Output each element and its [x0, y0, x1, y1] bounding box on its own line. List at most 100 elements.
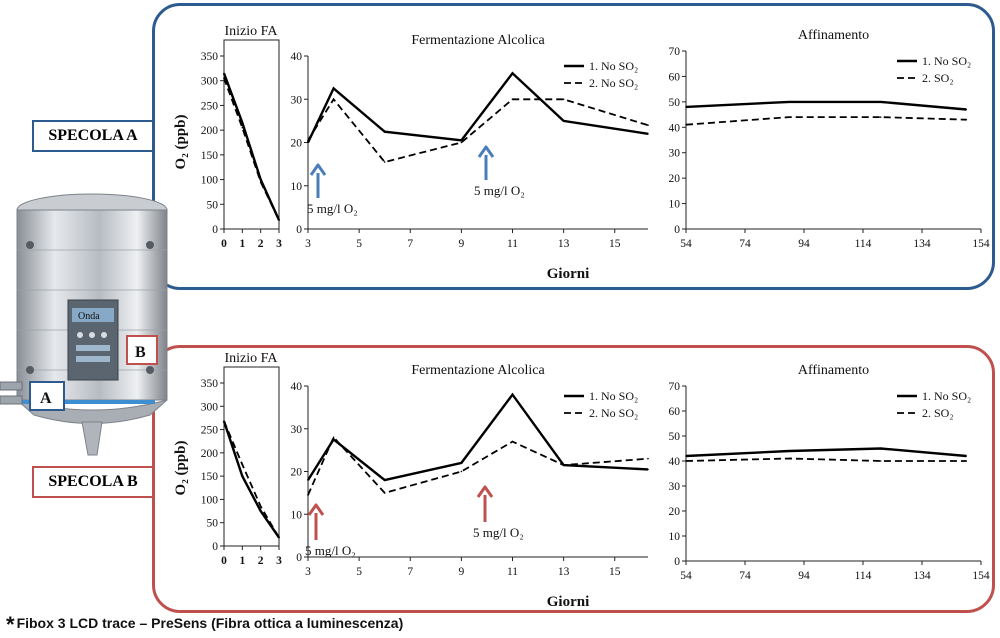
pb-c2-series-2-point-5: [562, 464, 565, 466]
pa-c3-title: Affinamento: [798, 28, 869, 43]
pa-c3-legend-label-2: 2. SO₂: [922, 71, 954, 85]
pb-c2-ytick-0: 0: [296, 552, 302, 564]
pb-c3-series-1-point-3: [965, 455, 968, 457]
pa-c3-xtick-3: 114: [855, 238, 872, 250]
pb-c1-ytick-5: 250: [201, 425, 219, 437]
pb-c3-series-1-line: [685, 447, 967, 458]
pa-c2-ytick-0: 0: [296, 224, 302, 236]
pb-c1-xtick-3: 3: [276, 555, 282, 567]
pb-c1-ytick-1: 50: [207, 518, 219, 530]
pb-c1-ytick-4: 200: [201, 448, 219, 460]
footer-text: Fibox 3 LCD trace – PreSens (Fibra ottic…: [16, 615, 404, 631]
pb-c1-ytick-6: 300: [201, 401, 219, 413]
tank-label-a: A: [40, 390, 52, 407]
pb-c3-xtick-0: 54: [680, 570, 692, 582]
pb-c1-series-2-point-0: [223, 420, 225, 422]
pb-c1-xtick-1: 1: [239, 555, 245, 567]
pa-c3-series-1-point-0: [685, 106, 687, 108]
pa-c3-series-1-point-3: [965, 108, 968, 111]
pa-c3-ytick-1: 10: [669, 199, 681, 211]
footer-note: * Fibox 3 LCD trace – PreSens (Fibra otti…: [6, 612, 403, 638]
pa-c3-ytick-0: 0: [674, 224, 680, 236]
pb-c2-xtick-0: 3: [305, 566, 311, 578]
pa-c3-ytick-4: 40: [669, 122, 681, 134]
pb-c2-ytick-3: 30: [291, 424, 303, 436]
pa-c1-series-2-point-0: [223, 77, 225, 80]
pa-c2-legend-label-1: 1. No SO₂: [589, 59, 638, 73]
pa-c2-series-1-point-5: [562, 120, 565, 122]
pb-c1-title: Inizio FA: [224, 351, 278, 366]
pb-c2-xtick-2: 7: [407, 566, 413, 578]
pb-c2-series-2-point-4: [511, 440, 514, 443]
pa-c3-series-2-point-1: [788, 116, 791, 118]
pb-c1-series-2-point-2: [259, 505, 262, 508]
pa-c1-ytick-5: 250: [201, 100, 219, 112]
pa-c2-title: Fermentazione Alcolica: [411, 33, 545, 48]
pa-c3-xtick-1: 74: [739, 238, 751, 250]
pa-c3-ytick-6: 60: [669, 71, 681, 83]
pa-c3-xtick-2: 94: [798, 238, 810, 250]
pa-c2-series-2-point-3: [460, 141, 463, 144]
pb-c2-xtick-6: 15: [609, 566, 621, 578]
pb-c2-ytick-4: 40: [291, 381, 303, 393]
pb-c3-ytick-5: 50: [669, 431, 681, 443]
pa-arrow-head-1: [309, 163, 327, 176]
pa-c2-series-1-point-6: [647, 133, 649, 135]
pb-c3-series-1-point-2: [879, 447, 882, 450]
pa-c1-series-1-point-2: [259, 178, 262, 181]
pa-c1-series-2-point-2: [259, 181, 262, 183]
pa-c3-series-2-point-2: [879, 116, 882, 118]
pa-c2-series-2-point-4: [511, 98, 514, 101]
pa-annotation-2: 5 mg/l O₂: [474, 183, 525, 198]
pa-c1-xtick-0: 0: [221, 238, 227, 250]
pa-c3-legend-label-1: 1. No SO₂: [922, 54, 971, 68]
pb-c1-series-2-point-1: [241, 463, 244, 466]
pb-c2-series-2-point-1: [332, 436, 335, 439]
specola-a-label: SPECOLA A: [32, 120, 154, 152]
pa-c1-xtick-3: 3: [276, 238, 282, 250]
tank-label-b: B: [135, 344, 146, 361]
pb-c1-ytick-3: 150: [201, 471, 219, 483]
pa-c1-ytick-4: 200: [201, 125, 219, 137]
pb-c2-xtick-3: 9: [459, 566, 465, 578]
pb-c3-ytick-7: 70: [669, 381, 681, 393]
pb-c3-legend-label-1: 1. No SO₂: [922, 389, 971, 403]
pb-ylabel: O₂ (ppb): [173, 441, 189, 496]
pb-c3-title: Affinamento: [798, 363, 869, 378]
pb-arrow-head-2: [476, 485, 494, 498]
pa-c3-ytick-2: 20: [669, 173, 681, 185]
tank-brand: Onda: [78, 311, 100, 322]
pa-c1-ytick-0: 0: [212, 224, 218, 236]
pa-c2-xtick-6: 15: [609, 238, 621, 250]
pa-c2-xtick-1: 5: [356, 238, 362, 250]
pa-c2-series-2-point-6: [647, 124, 649, 126]
pb-c3-series-2-point-1: [788, 457, 791, 460]
pa-xlabel: Giorni: [547, 266, 590, 282]
pb-c2-series-1-point-4: [511, 393, 514, 396]
pb-c3-ytick-2: 20: [669, 506, 681, 518]
pa-c1-series-1-point-1: [241, 121, 244, 124]
pb-c1-ytick-2: 100: [201, 494, 219, 506]
pa-c2-series-1-point-0: [307, 141, 309, 144]
pb-annotation-2: 5 mg/l O₂: [473, 525, 524, 540]
pa-c2-series-2-point-1: [332, 98, 335, 101]
pb-c3-xtick-5: 154: [972, 570, 990, 582]
pa-c3-ytick-3: 30: [669, 148, 681, 160]
pb-c2-series-1-point-3: [460, 462, 463, 464]
pb-c3-legend-label-2: 2. SO₂: [922, 406, 954, 420]
pb-c2-legend-label-1: 1. No SO₂: [589, 389, 638, 403]
pb-c3-ytick-1: 10: [669, 531, 681, 543]
pb-c1-series-1-point-1: [241, 475, 244, 477]
pa-c3-series-1-point-1: [788, 101, 791, 103]
pa-ylabel: O₂ (ppb): [173, 115, 189, 170]
pa-c1-series-2-line: [223, 77, 280, 221]
pb-c1-ytick-0: 0: [212, 541, 218, 553]
pb-c2-series-1-point-0: [307, 479, 309, 481]
pa-c3-series-1-point-2: [879, 101, 882, 103]
pa-c2-ytick-4: 40: [291, 51, 303, 63]
specola-b-label: SPECOLA B: [32, 466, 154, 498]
pb-c2-series-2-point-2: [383, 492, 386, 494]
pa-c2-xtick-5: 13: [558, 238, 570, 250]
pa-c1-plot-frame: [223, 39, 280, 230]
